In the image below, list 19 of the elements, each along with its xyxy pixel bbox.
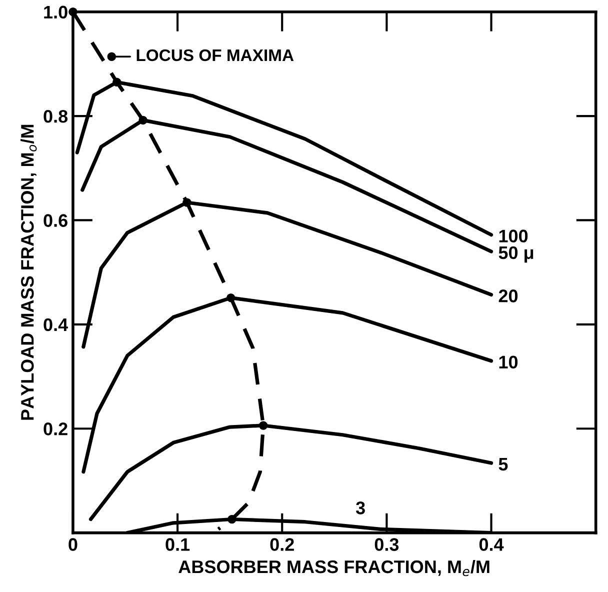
y-axis-title: PAYLOAD MASS FRACTION, M$_{o}$/M [20,124,37,420]
y-tick-label: 0.2 [44,422,68,436]
x-tick-label: 0.4 [479,538,504,551]
y-tick-label: 0.6 [44,214,68,227]
x-tick-label: 0.3 [374,538,399,551]
y-tick-label: 1.0 [44,6,68,19]
x-tick-label: 0.2 [270,538,294,551]
series-label: 100 [499,230,528,242]
series-label: 5 [498,458,508,471]
y-tick-label: 0.4 [44,318,68,332]
x-tick-label: 0.1 [166,538,190,551]
series-label: 50 μ [498,246,534,263]
series-label: 20 [498,290,518,302]
annotation: 3 [356,502,365,514]
series-label: 10 [499,356,518,369]
x-tick-label: 0 [68,538,78,551]
x-axis-title: ABSORBER MASS FRACTION, M$_{e}$/M [178,560,490,576]
y-tick-label: 0.8 [44,110,68,123]
annotation: LOCUS OF MAXIMA [136,49,294,62]
